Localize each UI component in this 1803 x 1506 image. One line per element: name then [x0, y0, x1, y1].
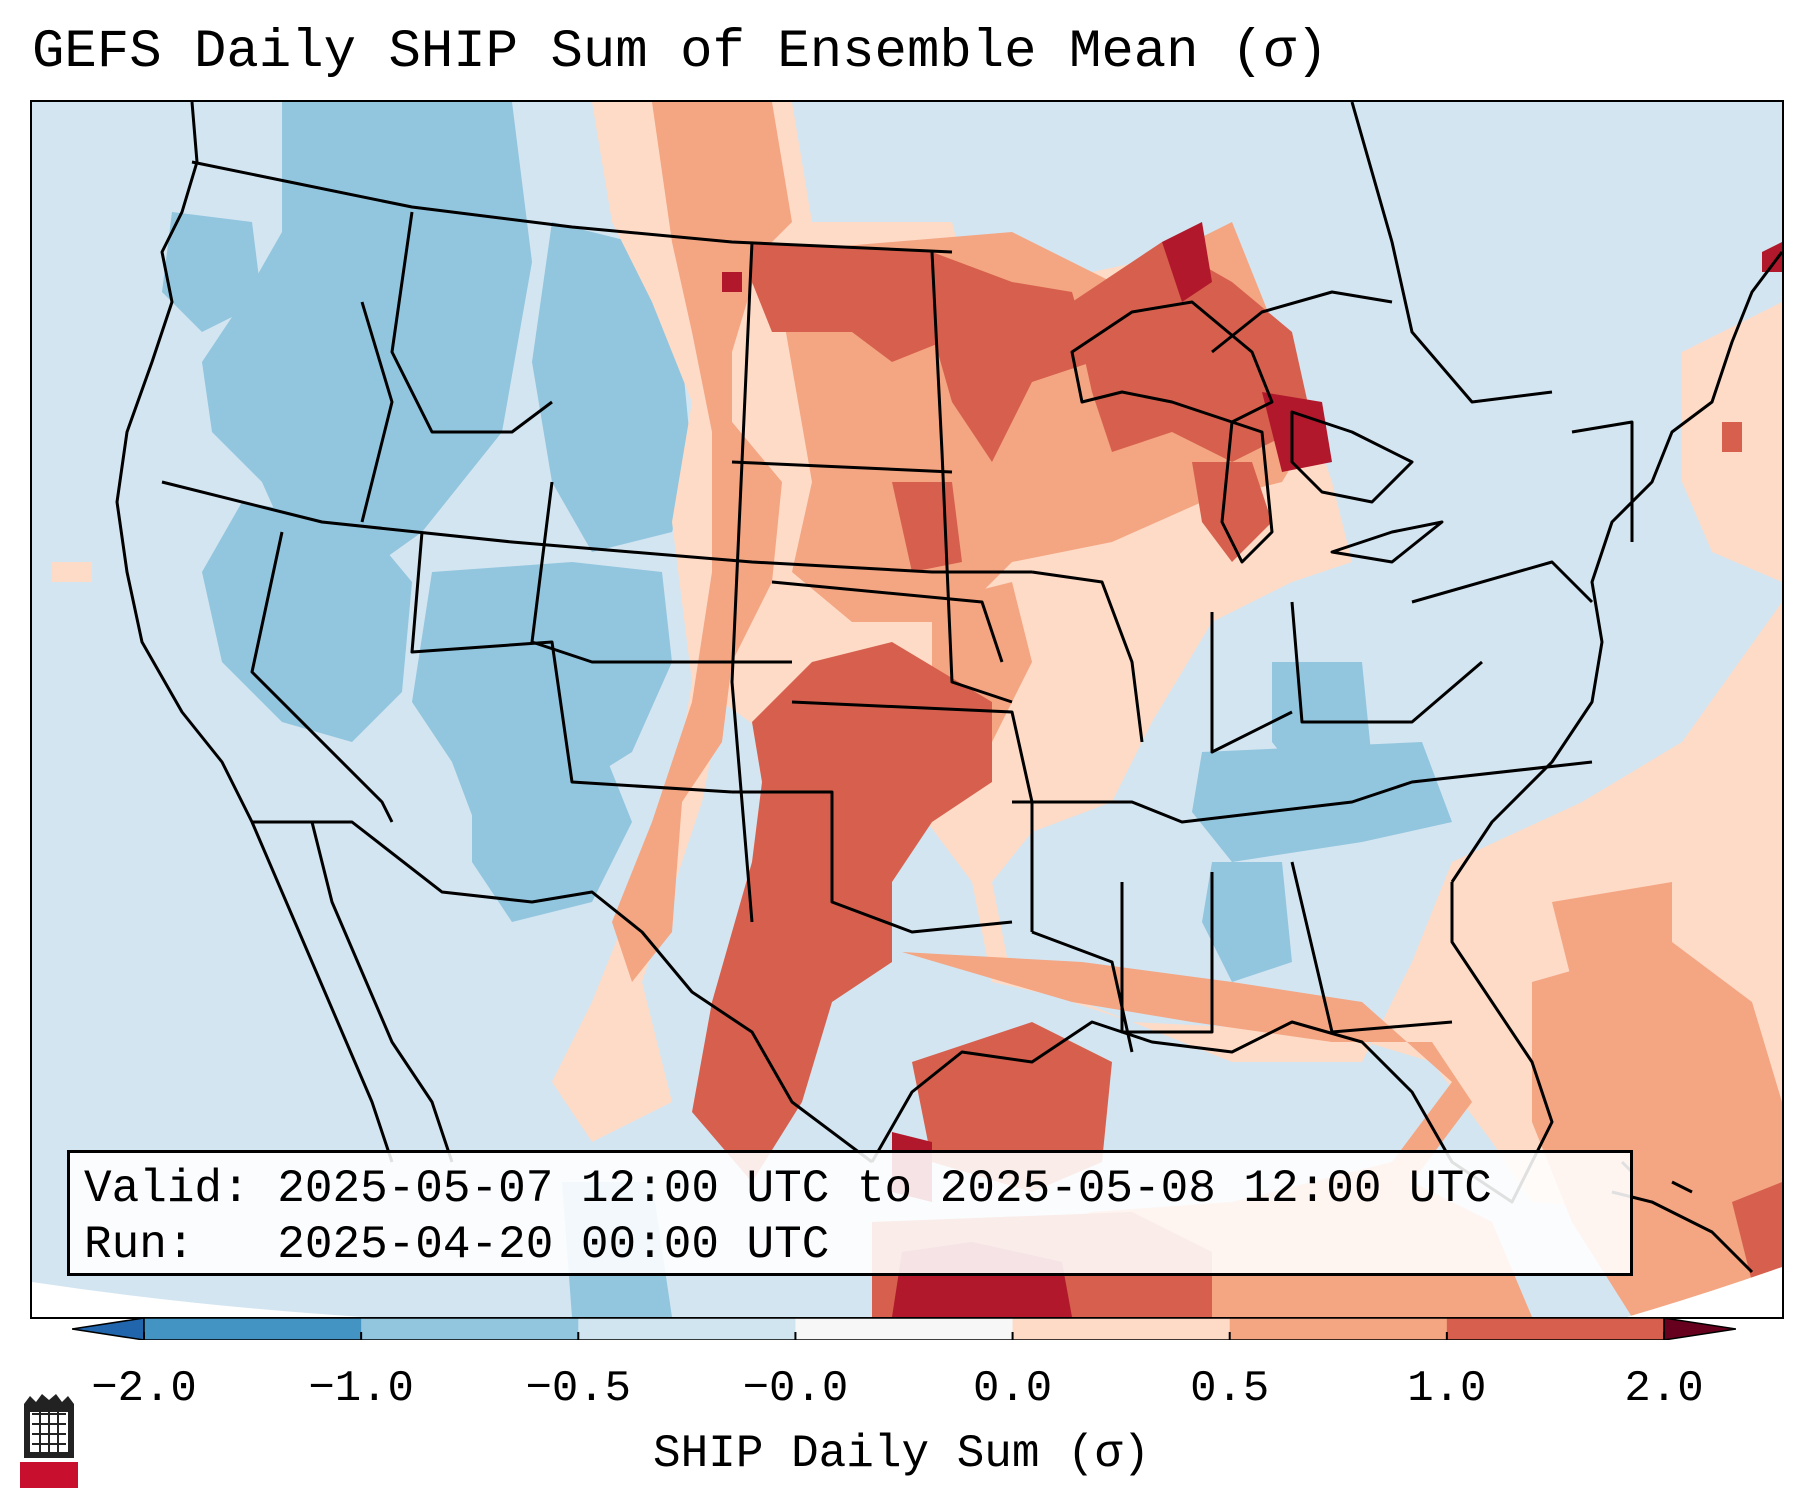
- atlantic-coastline: [1450, 251, 1782, 883]
- lake-superior: [1070, 300, 1274, 424]
- colorbar-outline: [143, 1318, 1665, 1340]
- colorbar-tick-label: −0.5: [525, 1364, 632, 1414]
- run-label: Run:: [84, 1219, 195, 1271]
- canada-border-east: [1211, 290, 1393, 354]
- colorbar-extend-low: [72, 1318, 145, 1340]
- state-border-ne-ks: [771, 580, 1004, 663]
- state-border-ms-al: [1120, 872, 1214, 1034]
- state-border-ia-il: [1031, 570, 1144, 743]
- colorbar-segment: [144, 1318, 362, 1340]
- map-canvas: [32, 102, 1782, 1317]
- gulf-coastline: [870, 882, 1554, 1204]
- state-border-ks-ok: [791, 700, 1034, 932]
- state-border-tn: [1012, 760, 1593, 824]
- valid-label: Valid:: [84, 1163, 250, 1215]
- state-border-la: [1031, 930, 1134, 1053]
- projection-edge-right: [1627, 1267, 1782, 1317]
- state-border-ga-fl: [1290, 861, 1453, 1034]
- colorbar-tick-label: −0.0: [742, 1364, 849, 1414]
- valid-run-info-box: Valid: 2025-05-07 12:00 UTC to 2025-05-0…: [67, 1150, 1633, 1276]
- state-border-nevada: [250, 531, 394, 823]
- colorbar-ticks: [143, 1332, 1665, 1340]
- state-border-idaho: [360, 301, 394, 523]
- state-border-in: [1210, 612, 1293, 754]
- lake-michigan: [1220, 420, 1274, 564]
- state-border-sd-ne: [731, 460, 953, 474]
- coastlines-and-borders: [115, 102, 1782, 1274]
- colorbar-tick-label: −1.0: [308, 1364, 414, 1414]
- projection-edge-left: [32, 1282, 364, 1317]
- colorbar-segment: [578, 1318, 796, 1340]
- state-border-utah-colorado: [410, 531, 733, 794]
- valid-value: 2025-05-07 12:00 UTC to 2025-05-08 12:00…: [277, 1163, 1492, 1215]
- colorbar-label: SHIP Daily Sum (σ): [653, 1428, 1150, 1480]
- canada-us-border: [191, 160, 953, 254]
- colorbar-segment: [1229, 1318, 1448, 1340]
- niu-logo: [20, 1394, 78, 1488]
- colorbar-tick-label: 0.0: [972, 1364, 1053, 1414]
- state-border-ny-vt: [1571, 420, 1634, 542]
- colorbar-segment: [1446, 1318, 1665, 1340]
- mexico-us-border: [252, 820, 873, 1164]
- pacific-coastline: [115, 102, 394, 1163]
- state-border-montana: [390, 211, 553, 434]
- colorbar-tick-label: 0.5: [1190, 1364, 1270, 1414]
- state-border-ok-tx: [732, 790, 1013, 934]
- negative-anomaly-areas: [162, 102, 1752, 1317]
- valid-row: Valid: 2025-05-07 12:00 UTC to 2025-05-0…: [84, 1161, 1616, 1217]
- run-value: 2025-04-20 00:00 UTC: [277, 1219, 830, 1271]
- colorbar: [72, 1318, 1736, 1340]
- run-row: Run: 2025-04-20 00:00 UTC: [84, 1217, 1616, 1273]
- bahamas-coast-2: [1671, 1180, 1693, 1194]
- chart-title: GEFS Daily SHIP Sum of Ensemble Mean (σ): [32, 22, 1329, 83]
- canada-border-quebec: [1350, 102, 1553, 404]
- colorbar-tick-label: −2.0: [91, 1364, 197, 1414]
- colorbar-segments: [72, 1318, 1736, 1340]
- colorbar-segment: [1012, 1318, 1231, 1340]
- state-border-minnesota: [930, 251, 1013, 704]
- colorbar-segment: [361, 1318, 579, 1340]
- state-border-wyoming: [530, 481, 792, 664]
- lake-huron: [1290, 410, 1414, 504]
- colorbar-tick-label: 1.0: [1407, 1364, 1487, 1414]
- lake-erie: [1330, 520, 1444, 564]
- state-border-dakotas-west: [730, 241, 754, 923]
- state-border-pa: [1411, 560, 1594, 604]
- baja-coastline: [310, 821, 454, 1163]
- map-panel: [30, 100, 1784, 1319]
- colorbar-segment: [795, 1318, 1014, 1340]
- colorbar-extend-high: [1663, 1318, 1736, 1340]
- colorbar-tick-label: 2.0: [1624, 1364, 1704, 1414]
- state-border-oh: [1290, 601, 1483, 724]
